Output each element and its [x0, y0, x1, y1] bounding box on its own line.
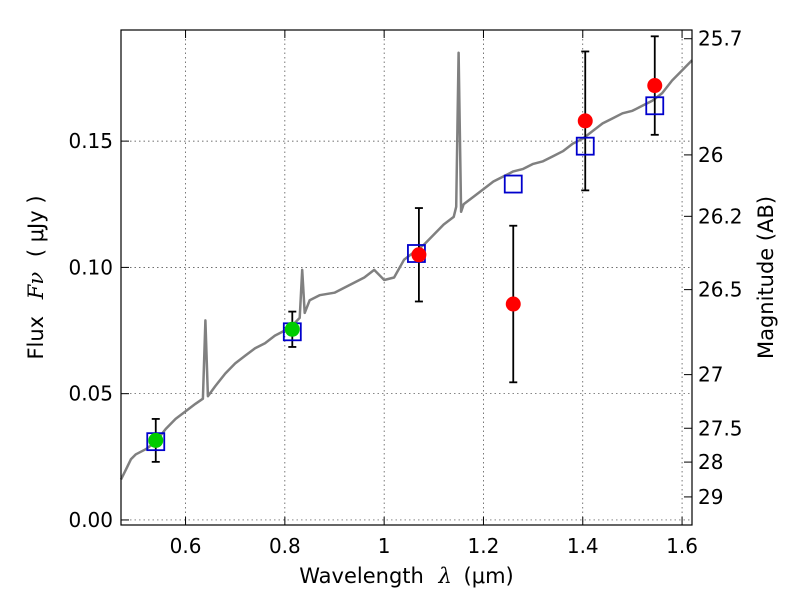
magnitude-tick-label: 27	[698, 363, 723, 387]
x-tick-label: 1.6	[666, 534, 698, 558]
model-photometry-square	[503, 174, 523, 194]
x-axis-label-unit: (μm)	[464, 564, 514, 588]
x-axis-label-symbol: λ	[438, 564, 452, 588]
y-tick-label: 0.05	[68, 382, 113, 406]
magnitude-axis-label: Magnitude (AB)	[754, 196, 778, 359]
x-tick-label: 1.2	[468, 534, 500, 558]
y-tick-label: 0.10	[68, 255, 113, 279]
magnitude-tick-label: 28	[698, 450, 723, 474]
magnitude-tick-label: 26.5	[698, 278, 743, 302]
x-tick-label: 0.8	[269, 534, 301, 558]
model-photometry-square	[645, 96, 665, 116]
green-photometry-point	[148, 432, 164, 448]
axis-ticks: 0.6 0.8 1 1.2 1.4 1.6 0.00 0.05 0.10 0.15 25.7 26 26…	[68, 27, 742, 558]
magnitude-tick-label: 25.7	[698, 27, 743, 51]
grid	[121, 30, 692, 525]
y-axis-label: Flux Fν ( μJy )	[24, 195, 48, 359]
y-axis-label-unit: ( μJy )	[24, 195, 48, 257]
x-tick-label: 0.6	[170, 534, 202, 558]
magnitude-tick-label: 27.5	[698, 416, 743, 440]
x-axis-label-prefix: Wavelength	[299, 564, 424, 588]
red-photometry-point	[647, 78, 663, 94]
green-photometry-point	[284, 321, 300, 337]
photometry-points	[146, 35, 665, 463]
x-axis-label: Wavelength λ (μm)	[299, 564, 513, 588]
magnitude-tick-label: 29	[698, 485, 723, 509]
red-photometry-point	[505, 296, 521, 312]
model-spectrum	[119, 51, 693, 481]
y-axis-label-symbol: Fν	[24, 272, 48, 301]
spectrum-line	[119, 51, 693, 481]
y-tick-label: 0.00	[68, 508, 113, 532]
magnitude-tick-label: 26.2	[698, 204, 743, 228]
plot-frame	[120, 29, 693, 526]
red-photometry-point	[411, 247, 427, 263]
red-photometry-point	[577, 113, 593, 129]
y-tick-label: 0.15	[68, 129, 113, 153]
magnitude-tick-label: 26	[698, 143, 723, 167]
model-photometry-square	[575, 136, 595, 156]
y-axis-label-prefix: Flux	[24, 316, 48, 360]
x-tick-label: 1.4	[567, 534, 599, 558]
x-tick-label: 1	[378, 534, 391, 558]
